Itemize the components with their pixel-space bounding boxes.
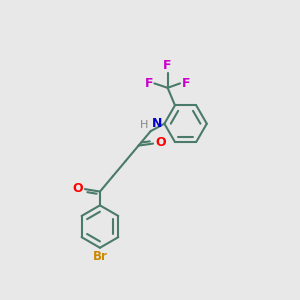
Text: Br: Br (92, 250, 107, 263)
Text: O: O (72, 182, 83, 195)
Text: O: O (155, 136, 166, 149)
Text: F: F (182, 77, 190, 90)
Text: H: H (140, 120, 148, 130)
Text: F: F (144, 77, 153, 90)
Text: N: N (152, 117, 163, 130)
Text: F: F (164, 58, 172, 72)
